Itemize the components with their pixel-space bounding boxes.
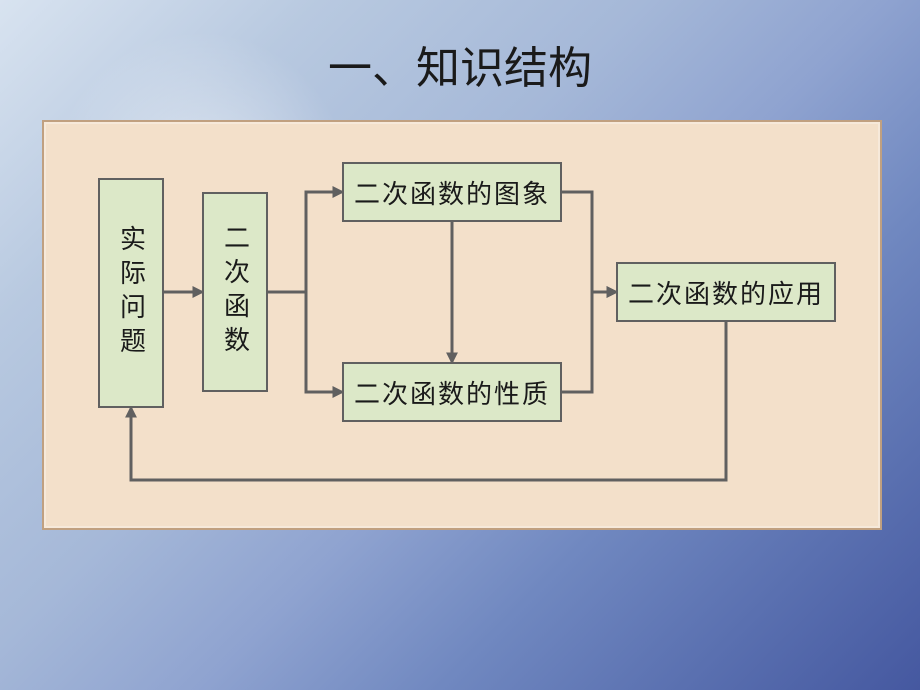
node-label: 二次函数的性质 — [354, 374, 550, 411]
edge-n4-n5 — [562, 292, 616, 392]
title-text: 一、知识结构 — [328, 44, 592, 93]
edge-n3-n5 — [562, 192, 616, 292]
diagram-panel: 实际问题 二次函数 二次函数的图象二次函数的性质 二次函数的应用 — [42, 120, 882, 530]
edge-n2-n3 — [268, 192, 342, 292]
node-n3: 二次函数的图象 — [342, 162, 562, 222]
node-n1: 实际问题 — [98, 178, 164, 408]
node-n4: 二次函数的性质 — [342, 362, 562, 422]
node-label: 实际问题 — [113, 225, 150, 361]
node-label: 二次函数的图象 — [354, 174, 550, 211]
edge-n2-n4 — [268, 292, 342, 392]
node-n5: 二次函数的应用 — [616, 262, 836, 322]
page-title: 一、知识结构 — [0, 32, 920, 96]
node-label: 二次函数 — [217, 224, 254, 360]
node-n2: 二次函数 — [202, 192, 268, 392]
node-label: 二次函数的应用 — [628, 274, 824, 311]
